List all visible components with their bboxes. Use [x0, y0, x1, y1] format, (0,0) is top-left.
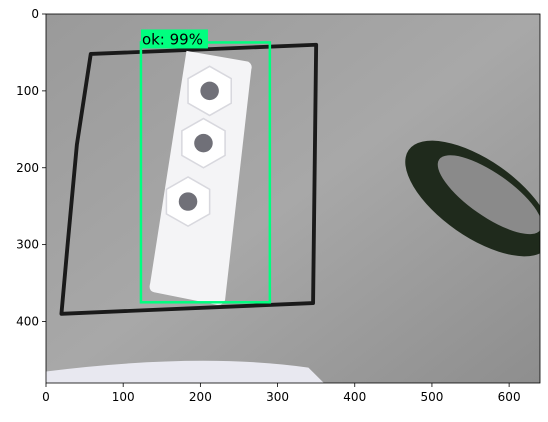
photo: [46, 14, 540, 383]
y-tick-label: 200: [16, 161, 39, 175]
y-tick-label: 100: [16, 84, 39, 98]
x-tick-label: 600: [498, 390, 521, 404]
x-tick-label: 100: [112, 390, 135, 404]
y-tick-label: 0: [31, 7, 39, 21]
detection-label: ok: 99%: [142, 30, 203, 48]
label-background: [140, 29, 208, 49]
y-tick-label: 400: [16, 315, 39, 329]
x-tick-label: 300: [266, 390, 289, 404]
x-tick-label: 200: [189, 390, 212, 404]
x-tick-label: 500: [420, 390, 443, 404]
x-tick-label: 0: [42, 390, 50, 404]
y-tick-label: 300: [16, 238, 39, 252]
x-tick-label: 400: [343, 390, 366, 404]
axes-frame: [45, 13, 541, 384]
